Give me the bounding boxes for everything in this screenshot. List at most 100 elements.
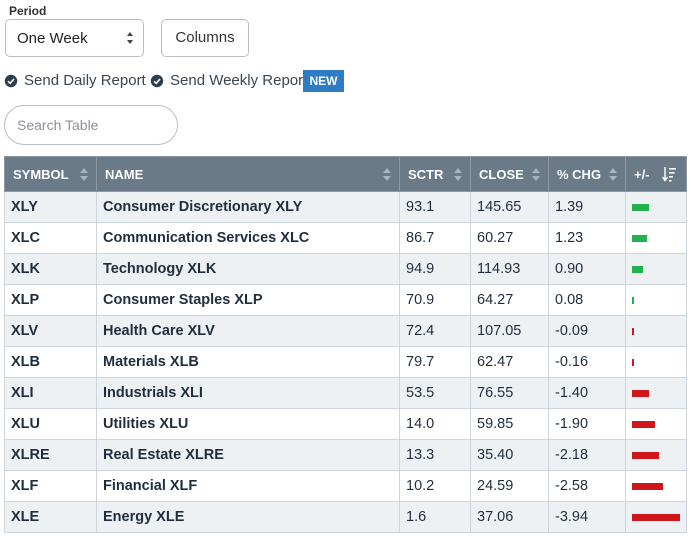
close-cell: 59.85 — [470, 408, 549, 440]
table-row[interactable]: XLF Financial XLF 10.2 24.59 -2.58 — [4, 470, 687, 502]
weekly-report-option[interactable]: Send Weekly Report — [150, 72, 307, 89]
table-row[interactable]: XLI Industrials XLI 53.5 76.55 -1.40 — [4, 377, 687, 409]
sort-arrows-icon — [609, 168, 617, 181]
negative-change-bar — [632, 389, 650, 397]
symbol-cell: XLI — [4, 377, 97, 409]
negative-change-bar — [632, 482, 664, 490]
header-label: SYMBOL — [13, 166, 69, 182]
name-link[interactable]: Consumer Staples XLP — [96, 284, 400, 316]
change-bar-cell — [625, 222, 687, 254]
symbol-cell: XLV — [4, 315, 97, 347]
sctr-cell: 72.4 — [399, 315, 471, 347]
name-link[interactable]: Communication Services XLC — [96, 222, 400, 254]
header-label: +/- — [634, 166, 650, 182]
column-header-sctr[interactable]: SCTR — [399, 156, 471, 192]
sctr-cell: 10.2 — [399, 470, 471, 502]
name-link[interactable]: Industrials XLI — [96, 377, 400, 409]
name-link[interactable]: Technology XLK — [96, 253, 400, 285]
period-select[interactable]: One Week — [5, 19, 144, 57]
negative-change-bar — [632, 327, 634, 335]
table-row[interactable]: XLRE Real Estate XLRE 13.3 35.40 -2.18 — [4, 439, 687, 471]
chg-cell: 1.39 — [548, 191, 626, 223]
header-label: CLOSE — [479, 166, 524, 182]
change-bar-cell — [625, 315, 687, 347]
change-bar-cell — [625, 408, 687, 440]
close-cell: 145.65 — [470, 191, 549, 223]
search-table-input[interactable] — [4, 105, 178, 145]
sctr-cell: 86.7 — [399, 222, 471, 254]
table-header-row: SYMBOL NAME SCTR CLOSE % CHG +/- — [4, 156, 687, 192]
change-bar-cell — [625, 253, 687, 285]
name-link[interactable]: Health Care XLV — [96, 315, 400, 347]
chg-cell: 0.08 — [548, 284, 626, 316]
check-circle-icon — [150, 74, 164, 87]
column-header-close[interactable]: CLOSE — [470, 156, 549, 192]
chg-cell: -0.09 — [548, 315, 626, 347]
daily-report-label: Send Daily Report — [24, 72, 146, 89]
column-header-plusminus[interactable]: +/- — [625, 156, 687, 192]
name-link[interactable]: Real Estate XLRE — [96, 439, 400, 471]
close-cell: 37.06 — [470, 501, 549, 533]
chg-cell: -2.58 — [548, 470, 626, 502]
positive-change-bar — [632, 203, 649, 211]
symbol-cell: XLF — [4, 470, 97, 502]
name-link[interactable]: Energy XLE — [96, 501, 400, 533]
header-label: NAME — [105, 166, 144, 182]
sctr-cell: 79.7 — [399, 346, 471, 378]
chg-cell: -1.40 — [548, 377, 626, 409]
symbol-cell: XLK — [4, 253, 97, 285]
sort-arrows-icon — [532, 168, 540, 181]
close-cell: 35.40 — [470, 439, 549, 471]
symbol-cell: XLP — [4, 284, 97, 316]
sctr-cell: 93.1 — [399, 191, 471, 223]
name-link[interactable]: Financial XLF — [96, 470, 400, 502]
sctr-cell: 70.9 — [399, 284, 471, 316]
chg-cell: 0.90 — [548, 253, 626, 285]
chg-cell: -0.16 — [548, 346, 626, 378]
negative-change-bar — [632, 451, 659, 459]
name-link[interactable]: Utilities XLU — [96, 408, 400, 440]
column-header-name[interactable]: NAME — [96, 156, 400, 192]
new-badge: NEW — [303, 70, 344, 92]
sort-descending-icon — [662, 167, 676, 182]
name-link[interactable]: Materials XLB — [96, 346, 400, 378]
column-header-chg[interactable]: % CHG — [548, 156, 626, 192]
change-bar-cell — [625, 439, 687, 471]
check-circle-icon — [4, 74, 18, 87]
positive-change-bar — [632, 265, 643, 273]
symbol-cell: XLY — [4, 191, 97, 223]
change-bar-cell — [625, 191, 687, 223]
period-label: Period — [9, 4, 47, 18]
column-header-symbol[interactable]: SYMBOL — [4, 156, 97, 192]
select-arrows-icon — [127, 32, 133, 44]
symbol-cell: XLU — [4, 408, 97, 440]
header-label: % CHG — [557, 166, 602, 182]
sort-arrows-icon — [383, 168, 391, 181]
table-row[interactable]: XLP Consumer Staples XLP 70.9 64.27 0.08 — [4, 284, 687, 316]
table-row[interactable]: XLY Consumer Discretionary XLY 93.1 145.65 1… — [4, 191, 687, 223]
symbol-cell: XLE — [4, 501, 97, 533]
negative-change-bar — [632, 358, 634, 366]
symbol-cell: XLRE — [4, 439, 97, 471]
table-row[interactable]: XLE Energy XLE 1.6 37.06 -3.94 — [4, 501, 687, 533]
columns-button[interactable]: Columns — [161, 19, 249, 57]
chg-cell: -2.18 — [548, 439, 626, 471]
table-row[interactable]: XLU Utilities XLU 14.0 59.85 -1.90 — [4, 408, 687, 440]
change-bar-cell — [625, 501, 687, 533]
table-row[interactable]: XLB Materials XLB 79.7 62.47 -0.16 — [4, 346, 687, 378]
close-cell: 24.59 — [470, 470, 549, 502]
period-select-value: One Week — [17, 30, 88, 47]
daily-report-option[interactable]: Send Daily Report — [4, 72, 146, 89]
sctr-cell: 1.6 — [399, 501, 471, 533]
close-cell: 107.05 — [470, 315, 549, 347]
table-row[interactable]: XLV Health Care XLV 72.4 107.05 -0.09 — [4, 315, 687, 347]
symbol-cell: XLC — [4, 222, 97, 254]
change-bar-cell — [625, 346, 687, 378]
header-label: SCTR — [408, 166, 444, 182]
table-row[interactable]: XLK Technology XLK 94.9 114.93 0.90 — [4, 253, 687, 285]
chg-cell: 1.23 — [548, 222, 626, 254]
negative-change-bar — [632, 420, 656, 428]
name-link[interactable]: Consumer Discretionary XLY — [96, 191, 400, 223]
negative-change-bar — [632, 513, 681, 521]
table-row[interactable]: XLC Communication Services XLC 86.7 60.27 1.… — [4, 222, 687, 254]
